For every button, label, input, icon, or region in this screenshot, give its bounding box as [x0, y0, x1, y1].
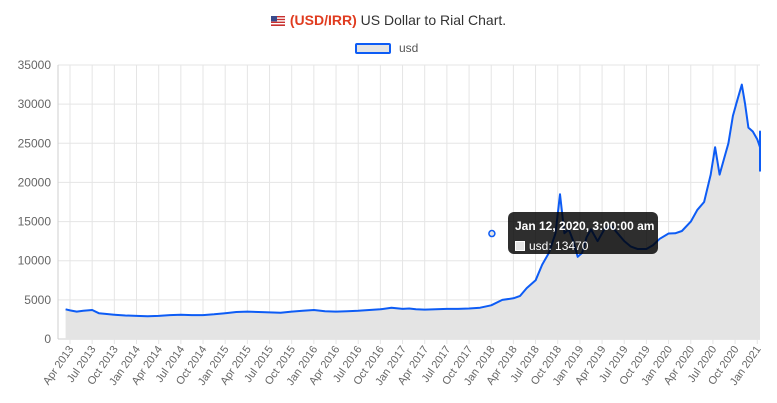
- tooltip-row: usd: 13470: [515, 239, 651, 253]
- legend-swatch[interactable]: [355, 42, 391, 54]
- tooltip-swatch: [515, 241, 525, 251]
- y-axis: 0 5000 10000 15000 20000 25000 30000 35000: [18, 58, 52, 346]
- chart-title: (USD/IRR) US Dollar to Rial Chart.: [0, 12, 777, 28]
- usd-series-line[interactable]: [65, 83, 761, 318]
- us-flag-icon: [270, 16, 285, 26]
- y-tick-label: 25000: [18, 136, 52, 150]
- title-text: US Dollar to Rial Chart.: [356, 12, 507, 28]
- y-tick-label: 5000: [24, 293, 51, 307]
- y-tick-label: 15000: [18, 215, 52, 229]
- tooltip-title: Jan 12, 2020, 3:00:00 am: [515, 219, 655, 233]
- currency-pair: (USD/IRR): [289, 12, 357, 28]
- legend[interactable]: usd: [355, 40, 418, 56]
- tooltip-hover-point[interactable]: [488, 229, 496, 238]
- y-tick-label: 30000: [18, 97, 52, 111]
- y-tick-label: 0: [44, 332, 51, 346]
- y-tick-label: 20000: [18, 175, 52, 189]
- tooltip: Jan 12, 2020, 3:00:00 am usd: 13470: [508, 212, 658, 254]
- tooltip-separator: :: [548, 239, 556, 253]
- y-tick-label: 35000: [18, 58, 52, 72]
- legend-label[interactable]: usd: [399, 41, 419, 55]
- tooltip-series: usd: [529, 239, 549, 253]
- y-tick-label: 10000: [18, 254, 52, 268]
- usd-area-fill: [65, 84, 761, 339]
- tooltip-value: 13470: [555, 239, 589, 253]
